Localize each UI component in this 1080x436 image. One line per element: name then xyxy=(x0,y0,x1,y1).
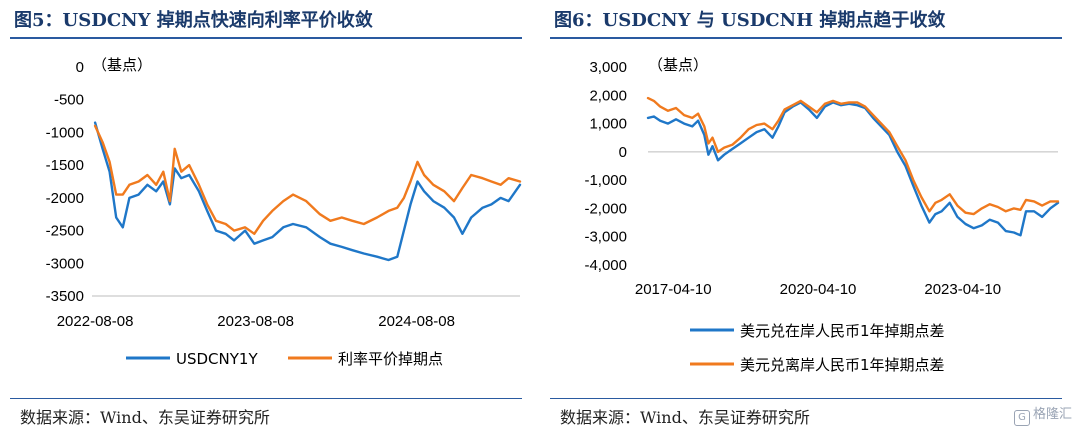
series-line xyxy=(93,121,522,262)
y-tick-label: 1,000 xyxy=(589,116,627,133)
y-tick-label: 0 xyxy=(76,59,84,76)
y-tick-label: -2,000 xyxy=(584,200,627,217)
y-tick-label: -4,000 xyxy=(584,257,627,274)
chart-title: 图6：USDCNY 与 USDCNH 掉期点趋于收敛 xyxy=(554,10,946,31)
x-tick-label: 2020-04-10 xyxy=(780,281,857,298)
x-tick-label: 2024-08-08 xyxy=(378,313,455,330)
series-line xyxy=(93,124,522,236)
title-rule xyxy=(10,37,522,39)
legend-label: USDCNY1Y xyxy=(176,350,258,368)
series-line xyxy=(646,101,1060,237)
y-tick-label: 3,000 xyxy=(589,59,627,76)
watermark-icon: G xyxy=(1013,410,1030,426)
x-tick-label: 2017-04-10 xyxy=(635,281,712,298)
source-rule xyxy=(550,398,1062,399)
y-tick-label: -1,000 xyxy=(584,172,627,189)
x-tick-label: 2022-08-08 xyxy=(57,313,134,330)
y-tick-label: -500 xyxy=(54,92,84,109)
x-tick-label: 2023-08-08 xyxy=(217,313,294,330)
watermark-text: 格隆汇 xyxy=(1032,407,1072,422)
legend-label: 美元兑离岸人民币1年掉期点差 xyxy=(740,356,945,374)
line-chart-usdcny: 0 -500 -1000 -1500 -2000 -2500 -3000 -3500 （基点） 2… xyxy=(46,56,522,368)
chart-source: 数据来源：Wind、东吴证券研究所 xyxy=(20,408,270,427)
y-tick-label: -2500 xyxy=(46,223,84,240)
y-tick-label: -3,000 xyxy=(584,229,627,246)
y-tick-label: -3000 xyxy=(46,255,84,272)
y-tick-label: 2,000 xyxy=(589,87,627,104)
y-tick-label: 0 xyxy=(619,144,627,161)
unit-label: （基点） xyxy=(648,56,708,74)
y-tick-label: -1500 xyxy=(46,157,84,174)
y-tick-label: -2000 xyxy=(46,190,84,207)
chart-title: 图5：USDCNY 掉期点快速向利率平价收敛 xyxy=(14,10,373,31)
legend-label: 美元兑在岸人民币1年掉期点差 xyxy=(740,322,945,340)
legend-label: 利率平价掉期点 xyxy=(338,350,443,368)
watermark: G 格隆汇 xyxy=(1013,403,1072,426)
series-line xyxy=(646,96,1060,216)
line-chart-usdcny-usdcnh: 3,000 2,000 1,000 0 -1,000 -2,000 -3,000 -4,000… xyxy=(584,56,1060,374)
chart-panel-right: 图6：USDCNY 与 USDCNH 掉期点趋于收敛 3,000 2,000 1,0… xyxy=(540,0,1080,436)
title-rule xyxy=(550,37,1062,39)
y-tick-label: -3500 xyxy=(46,288,84,305)
x-tick-label: 2023-04-10 xyxy=(924,281,1001,298)
unit-label: （基点） xyxy=(92,56,152,74)
source-rule xyxy=(10,398,522,399)
chart-panel-left: 图5：USDCNY 掉期点快速向利率平价收敛 0 -500 -1000 -1500 -2… xyxy=(10,10,522,427)
chart-source: 数据来源：Wind、东吴证券研究所 xyxy=(560,408,810,427)
y-tick-label: -1000 xyxy=(46,124,84,141)
